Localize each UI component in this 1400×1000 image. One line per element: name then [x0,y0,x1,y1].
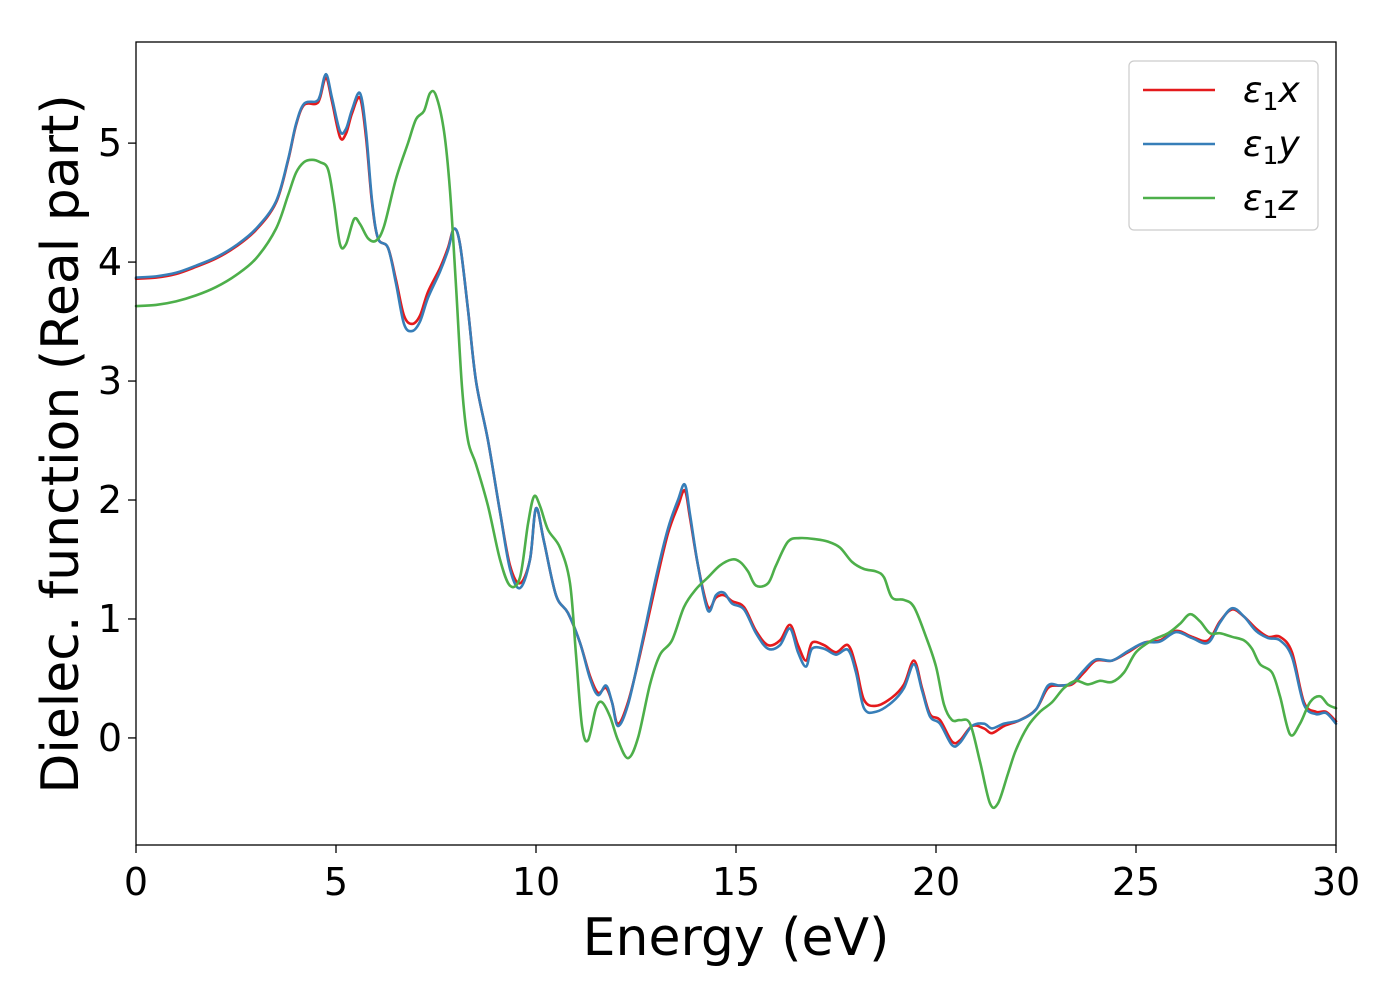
x-tick-label: 10 [512,860,560,904]
y-tick-label: 2 [98,478,122,522]
legend: ε1x ε1y ε1z [1128,60,1319,231]
legend-label-z: ε1z [1243,178,1298,224]
legend-box [1128,60,1319,231]
legend-label-x: ε1x [1243,70,1300,116]
x-tick-label: 20 [912,860,960,904]
x-tick-label: 5 [324,860,348,904]
series-line-z [134,89,1338,810]
series-layer [134,72,1338,810]
y-tick-label: 3 [98,359,122,403]
x-tick-label: 15 [712,860,760,904]
x-tick-label: 0 [124,860,148,904]
y-tick-label: 5 [98,121,122,165]
x-tick-label: 30 [1312,860,1360,904]
y-tick-label: 0 [98,716,122,760]
series-line-y [134,72,1338,748]
x-axis-label: Energy (eV) [583,908,890,968]
y-tick-label: 1 [98,597,122,641]
x-axis-ticks: 0 5 10 15 20 25 30 [124,845,1360,904]
legend-label-y: ε1y [1243,124,1300,170]
x-tick-label: 25 [1112,860,1160,904]
y-tick-label: 4 [98,240,122,284]
y-axis-ticks: 0 1 2 3 4 5 [98,121,136,760]
y-axis-label: Dielec. function (Real part) [31,94,91,793]
